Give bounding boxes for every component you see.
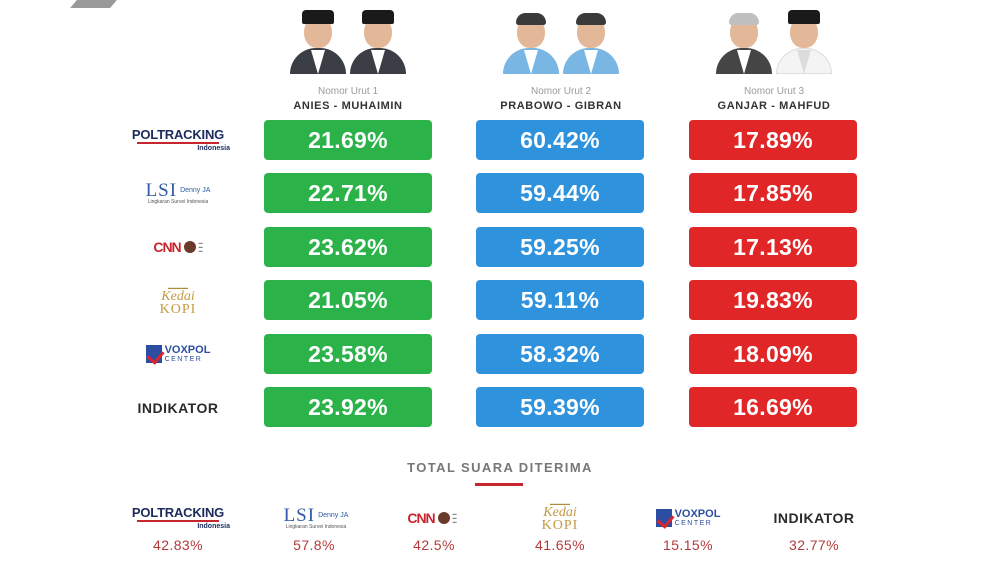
logo-subtext: Denny JA (318, 512, 349, 519)
logo-bar (137, 520, 219, 522)
candidate-header-2: Nomor Urut 2 PRABOWO - GIBRAN (476, 4, 646, 112)
logo-lsi: LSI Denny JA Lingkaran Survei Indonesia (126, 175, 230, 211)
candidate-names: PRABOWO - GIBRAN (500, 100, 622, 112)
logo-text: CNN (407, 510, 435, 526)
result-box-cnn-2: 59.25% (476, 227, 644, 267)
candidate-photos-3 (689, 4, 859, 74)
logo-text: LSI (145, 180, 178, 201)
seal-icon (183, 241, 196, 253)
logo-text: CNN (153, 239, 181, 255)
logo-text: Kedai (161, 288, 195, 304)
result-box-poltracking-2: 60.42% (476, 120, 644, 160)
logo-text: POLTRACKING (131, 505, 225, 520)
checkmark-icon (145, 345, 162, 363)
candidate-photo-muhaimin (350, 8, 406, 74)
logo-text: VOXPOL (674, 508, 721, 520)
total-logo-indikator: INDIKATOR (762, 503, 866, 533)
logo-fineprint: ▬ ▬ ▬ (452, 511, 457, 524)
total-value-kedaikopi: 41.65% (535, 537, 585, 553)
logo-fineprint: ▬▬▬▬▬ (550, 500, 570, 506)
logo-subtext: KOPI (159, 301, 197, 317)
total-value-cnn: 42.5% (413, 537, 455, 553)
logo-fineprint: ▬ ▬ ▬ (198, 240, 203, 253)
logo-fineprint: ▬▬▬▬▬ (168, 284, 188, 290)
candidate-photos-1 (263, 4, 433, 74)
logo-bar (137, 142, 219, 144)
candidate-number: Nomor Urut 3 (743, 86, 804, 97)
corner-decoration (70, 0, 122, 8)
result-box-cnn-3: 17.13% (689, 227, 857, 267)
result-box-kedaikopi-1: 21.05% (264, 280, 432, 320)
result-box-lsi-2: 59.44% (476, 173, 644, 213)
candidate-photo-ganjar (716, 8, 772, 74)
result-box-lsi-1: 22.71% (264, 173, 432, 213)
logo-cnn: CNN ▬ ▬ ▬ (126, 229, 230, 265)
result-box-kedaikopi-2: 59.11% (476, 280, 644, 320)
logo-tagline: Lingkaran Survei Indonesia (147, 199, 209, 205)
logo-subtext: CENTER (674, 520, 713, 527)
logo-subtext: KOPI (541, 517, 579, 533)
candidate-photo-prabowo (503, 8, 559, 74)
total-logo-poltracking: POLTRACKING Indonesia (126, 503, 230, 533)
logo-subtext: Denny JA (180, 187, 211, 194)
result-box-kedaikopi-3: 19.83% (689, 280, 857, 320)
result-box-lsi-3: 17.85% (689, 173, 857, 213)
total-logo-voxpol: VOXPOL CENTER (636, 503, 740, 533)
seal-icon (437, 512, 450, 524)
result-box-indikator-1: 23.92% (264, 387, 432, 427)
total-section-title: TOTAL SUARA DITERIMA (407, 460, 593, 475)
total-logo-kedaikopi: ▬▬▬▬▬ Kedai KOPI (508, 500, 612, 534)
total-value-lsi: 57.8% (293, 537, 335, 553)
result-box-indikator-2: 59.39% (476, 387, 644, 427)
checkmark-icon (655, 509, 672, 527)
result-box-poltracking-1: 21.69% (264, 120, 432, 160)
candidate-number: Nomor Urut 1 (317, 86, 378, 97)
result-box-voxpol-1: 23.58% (264, 334, 432, 374)
result-box-voxpol-3: 18.09% (689, 334, 857, 374)
title-underline (475, 483, 523, 486)
candidate-photo-gibran (563, 8, 619, 74)
logo-tagline: Lingkaran Survei Indonesia (285, 524, 347, 530)
result-box-cnn-1: 23.62% (264, 227, 432, 267)
logo-text: INDIKATOR (137, 400, 219, 416)
logo-poltracking: POLTRACKING Indonesia (126, 122, 230, 158)
result-box-voxpol-2: 58.32% (476, 334, 644, 374)
logo-subtext: Indonesia (197, 145, 230, 152)
logo-text: INDIKATOR (773, 510, 855, 526)
logo-text: Kedai (543, 504, 577, 520)
total-value-indikator: 32.77% (789, 537, 839, 553)
total-logo-cnn: CNN ▬ ▬ ▬ (380, 503, 484, 533)
result-box-poltracking-3: 17.89% (689, 120, 857, 160)
candidate-photos-2 (476, 4, 646, 74)
candidate-photo-mahfud (776, 8, 832, 74)
candidate-names: ANIES - MUHAIMIN (293, 100, 403, 112)
logo-indikator: INDIKATOR (126, 390, 230, 426)
candidate-header-3: Nomor Urut 3 GANJAR - MAHFUD (689, 4, 859, 112)
logo-subtext: CENTER (164, 356, 203, 363)
candidate-names: GANJAR - MAHFUD (717, 100, 831, 112)
logo-text: POLTRACKING (131, 127, 225, 142)
total-logo-lsi: LSI Denny JA Lingkaran Survei Indonesia (264, 503, 368, 533)
logo-kedaikopi: ▬▬▬▬▬ Kedai KOPI (126, 282, 230, 320)
logo-subtext: Indonesia (197, 523, 230, 530)
total-value-poltracking: 42.83% (153, 537, 203, 553)
candidate-header-1: Nomor Urut 1 ANIES - MUHAIMIN (263, 4, 433, 112)
total-value-voxpol: 15.15% (663, 537, 713, 553)
logo-text: VOXPOL (164, 344, 211, 356)
candidate-number: Nomor Urut 2 (530, 86, 591, 97)
result-box-indikator-3: 16.69% (689, 387, 857, 427)
candidate-photo-anies (290, 8, 346, 74)
logo-text: LSI (283, 505, 316, 526)
logo-voxpol: VOXPOL CENTER (126, 336, 230, 372)
